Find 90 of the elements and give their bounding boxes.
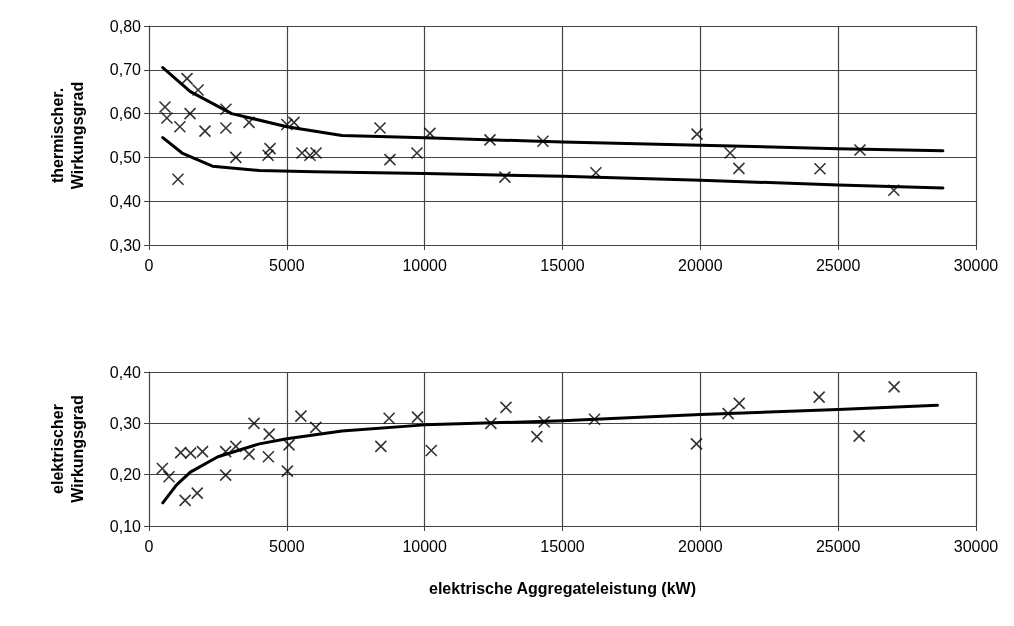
y-tick-label: 0,30 xyxy=(109,414,142,432)
point xyxy=(499,401,513,414)
x-tick-label: 30000 xyxy=(953,537,999,555)
y-tick-label: 0,30 xyxy=(109,236,142,254)
point xyxy=(383,153,397,166)
point xyxy=(242,116,256,129)
point xyxy=(721,407,735,420)
y-tick-label: 0,70 xyxy=(109,61,142,79)
point xyxy=(690,127,704,141)
y-tick-label: 0,60 xyxy=(109,105,142,123)
point xyxy=(295,146,309,160)
y-tick-label: 0,50 xyxy=(109,148,142,166)
point xyxy=(229,440,243,453)
point xyxy=(174,446,187,459)
point xyxy=(411,410,424,424)
point xyxy=(184,446,197,460)
point xyxy=(180,72,194,85)
x-tick-label: 10000 xyxy=(402,256,448,274)
y-axis-title: thermischer. Wirkungsgrad xyxy=(48,81,86,190)
point xyxy=(229,151,243,164)
point xyxy=(813,162,827,176)
point xyxy=(263,142,277,155)
x-tick-label: 25000 xyxy=(815,537,861,555)
point xyxy=(219,102,233,116)
point xyxy=(162,470,176,484)
point xyxy=(424,444,438,457)
point xyxy=(196,445,209,458)
point xyxy=(309,421,323,434)
point xyxy=(373,121,387,135)
point xyxy=(732,397,746,410)
x-tick-label: 15000 xyxy=(540,256,585,274)
point xyxy=(812,390,826,404)
x-tick-label: 0 xyxy=(144,256,154,274)
point xyxy=(498,170,512,184)
point xyxy=(530,430,544,443)
point xyxy=(173,120,187,134)
x-tick-label: 20000 xyxy=(678,256,723,274)
point xyxy=(171,173,185,186)
point xyxy=(183,107,197,120)
x-axis-title: elektrische Aggregateleistung (kW) xyxy=(428,579,697,597)
point xyxy=(887,183,901,197)
point xyxy=(262,450,275,463)
y-axis-title: elektrischer Wirkungsgrad xyxy=(48,395,86,503)
point xyxy=(374,440,388,453)
y-tick-label: 0,10 xyxy=(109,517,142,535)
point xyxy=(538,415,551,429)
point xyxy=(483,133,497,147)
x-tick-label: 25000 xyxy=(815,256,861,274)
point xyxy=(198,124,212,138)
point xyxy=(242,447,256,461)
point xyxy=(282,438,296,452)
x-tick-label: 30000 xyxy=(953,256,999,274)
x-tick-label: 5000 xyxy=(269,256,305,274)
x-tick-label: 0 xyxy=(144,537,154,555)
point xyxy=(309,146,323,160)
point xyxy=(178,494,192,507)
point xyxy=(280,118,294,131)
point xyxy=(887,380,901,394)
point xyxy=(261,148,275,162)
y-tick-label: 0,40 xyxy=(109,363,142,381)
point xyxy=(287,116,301,129)
y-tick-label: 0,80 xyxy=(109,17,142,35)
point xyxy=(732,162,746,175)
x-tick-label: 5000 xyxy=(269,537,305,555)
point xyxy=(588,412,601,426)
point xyxy=(190,486,204,500)
line-series xyxy=(161,403,939,505)
point xyxy=(410,146,424,160)
point xyxy=(382,411,396,425)
point xyxy=(156,462,169,475)
y-tick-label: 0,20 xyxy=(109,466,142,484)
point xyxy=(853,143,867,157)
point xyxy=(247,417,261,430)
point xyxy=(262,427,276,441)
point xyxy=(723,146,737,160)
x-tick-label: 20000 xyxy=(678,537,723,555)
point xyxy=(294,409,308,423)
point xyxy=(219,121,233,135)
point xyxy=(281,464,294,478)
point xyxy=(219,445,232,458)
point xyxy=(690,437,703,451)
point xyxy=(484,417,498,430)
x-tick-label: 15000 xyxy=(540,537,585,555)
point xyxy=(303,148,317,162)
point xyxy=(852,429,866,443)
y-tick-label: 0,40 xyxy=(109,192,142,210)
point xyxy=(536,134,550,148)
x-tick-label: 10000 xyxy=(402,537,448,555)
point xyxy=(219,468,232,482)
point xyxy=(191,83,205,97)
